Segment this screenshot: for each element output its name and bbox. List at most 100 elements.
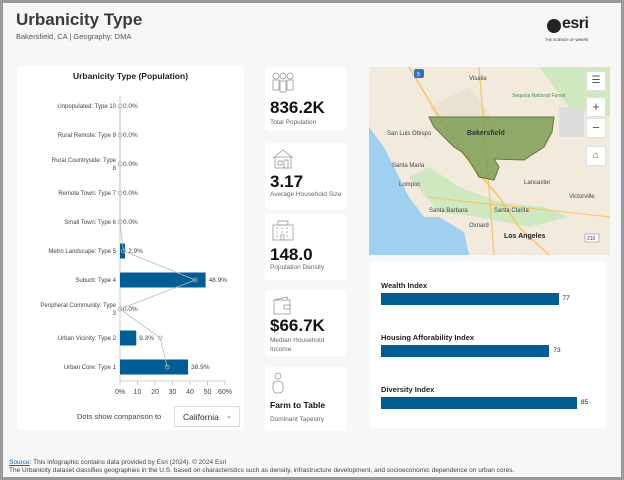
x-tick-label: 50 (204, 389, 212, 396)
stat-card-total-population: 836.2K Total Population (265, 67, 346, 131)
globe-icon (547, 19, 561, 33)
comparison-selected-value: California (183, 412, 219, 422)
zoom-in-button[interactable]: + (586, 97, 606, 117)
map-label: Los Angeles (504, 233, 545, 240)
x-tick-label: 10 (134, 389, 142, 396)
bakersfield-dma-area[interactable] (428, 116, 555, 181)
stat-label: Total Population (270, 119, 317, 126)
bar (120, 359, 189, 375)
category-label: Metro Landscape: Type 5 (48, 249, 116, 255)
stat-value: $66.7K (270, 316, 325, 335)
category-label: Peripheral Community: Type (40, 303, 116, 309)
category-label: Unpopulated: Type 10 (57, 104, 116, 110)
stat-card-tapestry: Farm to Table Dominant Tapestry (265, 367, 346, 431)
map-label: Santa Clarita (494, 208, 529, 214)
index-label: Wealth Index (381, 281, 428, 290)
data-label: 0.0% (123, 190, 138, 197)
logo-wordmark: esri (562, 15, 589, 32)
legend-list-button[interactable]: ☰ (586, 71, 606, 91)
stat-value: 836.2K (270, 98, 325, 117)
stat-card-household-size: 3.17 Average Household Size (265, 143, 346, 209)
comparison-dot (117, 219, 123, 225)
data-label: 0.0% (123, 306, 138, 313)
category-label: Urban Vicinity: Type 2 (58, 336, 117, 342)
comparison-dot (192, 277, 198, 283)
source-link[interactable]: Source (9, 459, 30, 466)
stat-card-median-income: $66.7K Median Household Income (265, 290, 346, 356)
map-label: Oxnard (469, 223, 489, 229)
index-value: 73 (553, 347, 561, 354)
home-button[interactable]: ⌂ (586, 146, 606, 166)
stat-card-population-density: 148.0 Population Density (265, 214, 346, 280)
footer-note: The Urbanicity dataset classifies geogra… (9, 467, 515, 474)
people-icon (272, 72, 294, 93)
comparison-dropdown[interactable]: California ⌄ (174, 406, 240, 427)
index-value: 77 (562, 295, 570, 302)
chart-title: Urbanicity Type (Population) (72, 71, 189, 81)
stat-label: Population Density (270, 264, 325, 271)
index-value: 85 (581, 399, 589, 406)
highway (428, 196, 610, 218)
comparison-dot (157, 335, 163, 341)
highway-shield-icon (414, 69, 424, 78)
index-label: Housing Afforability Index (381, 333, 475, 342)
bar (120, 272, 206, 288)
home-icon: ⌂ (592, 150, 600, 161)
list-icon: ☰ (591, 75, 601, 86)
data-label: 0.0% (123, 219, 138, 226)
map-label: Bakersfield (467, 130, 505, 137)
forest-area (409, 167, 569, 227)
comparison-line (119, 106, 197, 368)
x-tick-label: 40 (186, 389, 194, 396)
highway (408, 67, 550, 255)
comparison-dot (121, 248, 126, 254)
category-label: Rural Countryside: Type (52, 158, 117, 164)
zoom-out-button[interactable]: − (586, 118, 606, 138)
comparison-dot (164, 364, 170, 370)
map-view[interactable]: Visalia Sequoia National Forest Bakersfi… (369, 67, 610, 255)
category-label: Suburb: Type 4 (75, 278, 116, 284)
person-icon (272, 372, 284, 394)
category-label: 3 (113, 311, 117, 317)
comparison-label: Dots show comparison to (77, 412, 162, 421)
source-text: : This infographic contains data provide… (29, 459, 227, 466)
map-label: Visalia (469, 76, 487, 82)
comparison-dot (117, 103, 123, 109)
comparison-dot (117, 161, 123, 167)
category-label: 8 (113, 166, 117, 172)
data-label: 48.9% (209, 277, 228, 284)
land-area (559, 107, 584, 137)
chevron-down-icon: ⌄ (226, 413, 232, 420)
data-label: 9.3% (139, 335, 154, 342)
comparison-dot (117, 132, 123, 138)
bar (120, 330, 137, 346)
logo-tagline: THE SCIENCE OF WHERE (545, 38, 589, 42)
category-label: Rural Remote: Type 9 (58, 133, 117, 139)
ocean (369, 127, 469, 255)
comparison-dot (117, 306, 123, 312)
map-label: Santa Barbara (429, 208, 468, 214)
data-label: 38.9% (191, 364, 210, 371)
minus-icon: − (592, 120, 600, 135)
index-label: Diversity Index (381, 385, 435, 394)
index-bar (381, 345, 550, 357)
map-label: Santa Maria (392, 163, 425, 169)
category-label: Urban Core: Type 1 (64, 365, 117, 371)
index-bar (381, 397, 577, 409)
page-title: Urbanicity Type (16, 10, 143, 29)
stat-label: Average Household Size (270, 191, 342, 198)
stat-value: Farm to Table (270, 400, 326, 410)
map-label: Victorville (569, 194, 595, 200)
footer: Source: This infographic contains data p… (9, 459, 514, 475)
plus-icon: + (592, 99, 600, 114)
house-icon (272, 149, 294, 169)
page-subtitle: Bakersfield, CA | Geography: DMA (16, 32, 132, 41)
data-label: 0.0% (123, 161, 138, 168)
stat-label: Dominant Tapestry (270, 416, 325, 423)
map-label: San Luis Obispo (387, 131, 432, 137)
basemap[interactable]: Visalia Sequoia National Forest Bakersfi… (369, 67, 610, 255)
building-icon (272, 220, 294, 241)
wallet-icon (273, 296, 291, 315)
highway-shield-icon (584, 233, 600, 243)
map-label: Sequoia National Forest (512, 93, 566, 99)
